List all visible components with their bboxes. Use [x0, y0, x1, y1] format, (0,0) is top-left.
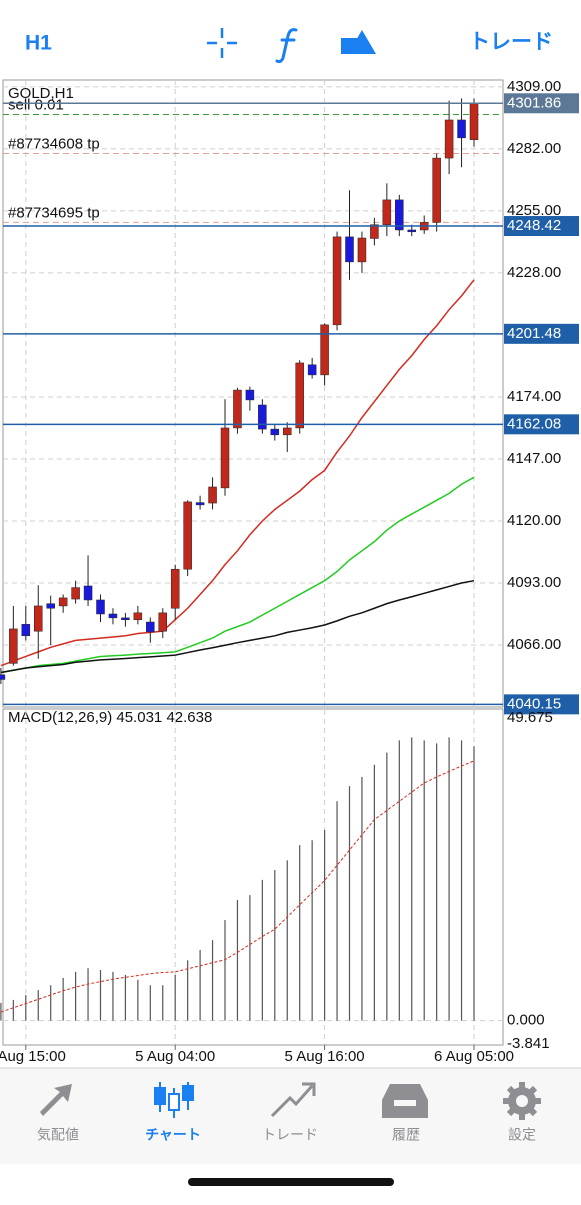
settings-icon	[503, 1082, 541, 1120]
x-tick-label: 5 Aug 16:00	[285, 1048, 365, 1065]
candle-body	[220, 427, 230, 489]
candle-body	[34, 605, 43, 632]
y-tick-label: 4309.00	[507, 78, 561, 95]
candle-body	[183, 501, 192, 570]
candle-body	[9, 628, 18, 664]
y-tick-label: 4120.00	[507, 512, 561, 529]
tab-label[interactable]: 気配値	[37, 1127, 79, 1143]
y-tick-label: 49.675	[507, 709, 553, 726]
candle-body	[295, 362, 304, 429]
y-tick-label: 4228.00	[507, 264, 561, 281]
toolbar: H1 トレード	[25, 28, 553, 64]
candle-body	[370, 224, 379, 239]
macd-title: MACD(12,26,9) 45.031 42.638	[8, 709, 212, 726]
candle-body	[96, 599, 105, 615]
history-icon	[382, 1084, 428, 1118]
price-label: 4301.86	[507, 94, 561, 111]
tab-label[interactable]: 履歴	[392, 1127, 420, 1143]
price-label: 4040.15	[507, 695, 561, 712]
y-tick-label: 4255.00	[507, 202, 561, 219]
price-label-box	[504, 414, 579, 435]
candle-body	[46, 603, 55, 609]
candle-body	[432, 157, 441, 223]
candle-body	[245, 389, 255, 401]
timeframe-button[interactable]: H1	[25, 32, 52, 55]
tab-label[interactable]: チャート	[145, 1127, 201, 1143]
candle-body	[71, 587, 80, 600]
trade-icon	[270, 1082, 316, 1118]
macd-main-last: 45.031	[116, 709, 162, 726]
candle-body	[332, 236, 342, 326]
crosshair-button[interactable]	[207, 28, 237, 58]
candle-body	[283, 427, 292, 436]
candle-body	[258, 404, 267, 430]
price-label-box	[504, 694, 579, 715]
order-line-label: #87734695 tp	[8, 204, 100, 221]
candle-body	[58, 597, 68, 607]
moving-average-line	[0, 476, 475, 674]
price-label: 4162.08	[507, 415, 561, 432]
candle-body	[407, 229, 416, 233]
candle-body	[457, 119, 466, 139]
tab-label[interactable]: 設定	[508, 1127, 536, 1143]
macd-signal-last: 42.638	[166, 709, 212, 726]
y-tick-label: -3.841	[507, 1035, 550, 1052]
macd-signal-line	[0, 760, 475, 1013]
chart-title: GOLD,H1	[8, 85, 74, 102]
candle-body	[158, 612, 167, 632]
price-label: 4248.42	[507, 217, 561, 234]
y-tick-label: 4093.00	[507, 574, 561, 591]
candle-body	[382, 199, 392, 225]
candle-body	[108, 613, 118, 619]
macd-name: MACD(12,26,9)	[8, 709, 112, 726]
y-tick-label: 0.000	[507, 1012, 545, 1029]
order-line-label: sell 0.01	[8, 96, 64, 113]
indicator-button[interactable]	[275, 28, 298, 64]
price-label-box	[504, 216, 579, 237]
candle-body	[469, 102, 479, 140]
candle-body	[121, 617, 130, 620]
candle-body	[21, 624, 31, 637]
price-label: 4201.48	[507, 325, 561, 342]
x-tick-label: 6 Aug 05:00	[434, 1048, 514, 1065]
candle-body	[146, 621, 155, 633]
y-tick-label: 4174.00	[507, 388, 561, 405]
candle-body	[444, 119, 454, 159]
candle-body	[395, 199, 404, 231]
y-tick-label: 4147.00	[507, 450, 561, 467]
candle-body	[170, 568, 180, 609]
quotes-icon	[40, 1084, 72, 1116]
home-indicator	[188, 1178, 394, 1186]
y-tick-label: 4282.00	[507, 140, 561, 157]
tab-bar	[0, 1068, 581, 1164]
moving-average-line	[0, 279, 475, 667]
x-tick-label: 5 Aug 04:00	[135, 1048, 215, 1065]
trade-button[interactable]: トレード	[469, 31, 553, 54]
moving-average-line	[0, 579, 475, 674]
price-label-box	[504, 93, 579, 114]
x-tick-label: 4 Aug 15:00	[0, 1048, 66, 1065]
candle-body	[233, 389, 242, 429]
tab-label[interactable]: トレード	[262, 1127, 318, 1143]
candle-body	[83, 585, 93, 601]
price-label-box	[504, 323, 579, 344]
objects-button[interactable]	[341, 30, 376, 54]
candle-body	[133, 612, 143, 620]
order-line-label: #87734608 tp	[8, 135, 100, 152]
candle-body	[270, 428, 280, 436]
candle-body	[345, 236, 354, 263]
chart-icon	[154, 1082, 194, 1118]
candle-body	[307, 364, 317, 376]
candle-body	[208, 486, 217, 504]
candle-body	[0, 674, 6, 680]
candle-body	[320, 324, 329, 376]
candle-body	[357, 237, 367, 263]
y-tick-label: 4066.00	[507, 636, 561, 653]
candle-body	[195, 502, 205, 506]
main-pane-frame	[2, 79, 504, 708]
macd-pane-frame	[2, 708, 504, 1046]
